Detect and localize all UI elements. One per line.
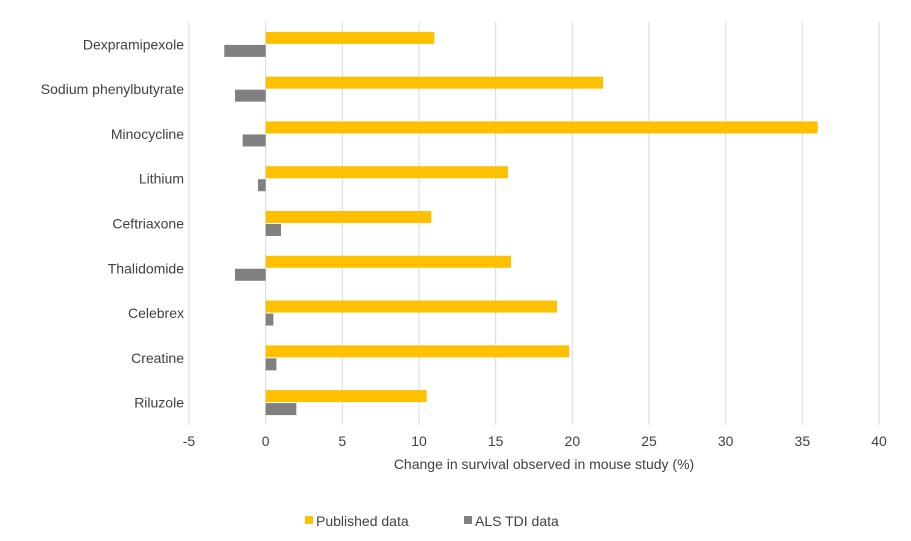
legend: Published data ALS TDI data [305,513,559,529]
x-axis-title: Change in survival observed in mouse stu… [394,456,694,472]
x-tick-label: 15 [488,433,504,449]
bar-published [265,121,818,134]
x-tick-label: 20 [565,433,581,449]
x-tick-label: 30 [718,433,734,449]
bar-published [265,255,511,268]
bar-als-tdi [265,358,277,371]
bar-als-tdi [265,403,297,416]
category-label: Dexpramipexole [83,36,184,52]
bar-published [265,390,427,403]
bar-published [265,76,603,89]
category-label: Minocycline [111,126,184,142]
x-tick-label: 25 [641,433,657,449]
x-tick-label: -5 [183,433,196,449]
category-label: Sodium phenylbutyrate [41,81,184,97]
category-label: Ceftriaxone [112,216,184,232]
x-tick-labels: -5 0 5 10 15 20 25 30 35 40 [183,433,887,449]
x-tick-label: 5 [338,433,346,449]
bar-als-tdi [258,179,266,192]
legend-label-als-tdi: ALS TDI data [475,513,559,529]
category-label: Thalidomide [108,260,184,276]
x-tick-label: 10 [411,433,427,449]
bars [224,31,818,416]
category-label: Creatine [131,350,184,366]
bar-published [265,31,435,44]
legend-swatch-published [305,516,313,524]
category-label: Riluzole [134,395,184,411]
category-label: Celebrex [128,305,184,321]
legend-label-published: Published data [316,513,409,529]
x-tick-label: 0 [262,433,270,449]
bar-published [265,345,570,358]
bar-als-tdi [235,268,266,281]
bar-published [265,166,508,179]
bar-als-tdi [265,313,274,326]
x-tick-label: 35 [795,433,811,449]
bar-published [265,300,557,313]
bar-als-tdi [265,224,281,236]
bar-als-tdi [224,44,266,57]
bar-als-tdi [242,134,266,147]
gridlines [188,22,880,425]
category-label: Lithium [139,171,184,187]
x-tick-label: 40 [871,433,887,449]
bar-als-tdi [235,89,266,102]
category-labels: Dexpramipexole Sodium phenylbutyrate Minoc… [41,36,184,410]
legend-swatch-als-tdi [464,516,472,524]
bar-published [265,211,432,223]
